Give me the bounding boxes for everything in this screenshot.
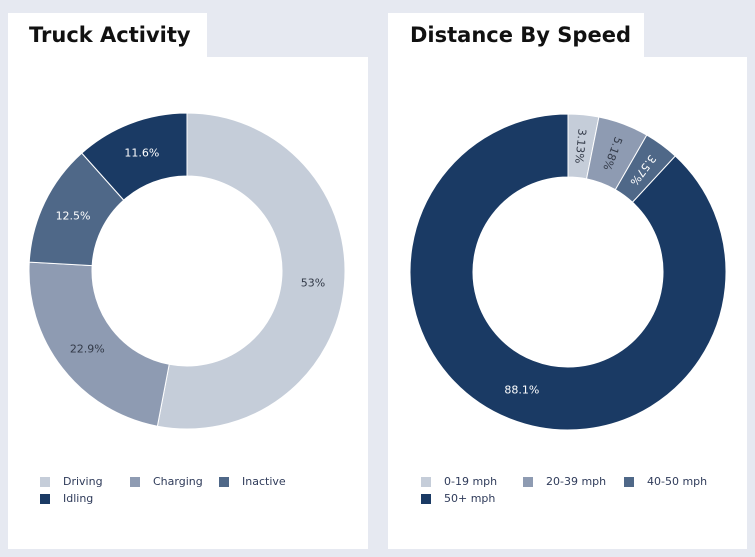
legend-swatch <box>421 476 431 487</box>
legend-item-inactive[interactable]: Inactive <box>219 475 286 488</box>
slice-driving[interactable] <box>156 112 346 430</box>
legend-label: Charging <box>153 475 203 488</box>
slice-charging[interactable] <box>28 261 170 427</box>
legend-swatch <box>40 476 50 487</box>
legend-label: Idling <box>63 492 94 505</box>
legend-item-charging[interactable]: Charging <box>130 475 203 488</box>
data-label: 88.1% <box>504 383 539 396</box>
data-label: 11.6% <box>124 146 159 159</box>
legend-item-driving[interactable]: Driving <box>40 475 103 488</box>
truck-activity-title: Truck Activity <box>8 13 207 57</box>
legend-label: Driving <box>63 475 103 488</box>
truck-activity-legend: Driving Charging Inactive Idling <box>40 475 360 515</box>
legend-label: 50+ mph <box>444 492 496 505</box>
legend-label: Inactive <box>242 475 286 488</box>
data-label: 22.9% <box>70 342 105 355</box>
legend-swatch <box>219 476 229 487</box>
slice-50-mph[interactable] <box>409 113 727 431</box>
distance-by-speed-slices: 3.13% 5.18% 3.57%88.1% <box>409 113 727 431</box>
legend-swatch <box>624 476 634 487</box>
legend-swatch <box>523 476 533 487</box>
slice-idling[interactable] <box>81 112 188 201</box>
truck-activity-slices: 53% 22.9% 12.5% 11.6% <box>28 112 346 430</box>
data-label: 53% <box>301 276 325 289</box>
distance-by-speed-title: Distance By Speed <box>388 13 644 57</box>
legend-item-50-plus-mph[interactable]: 50+ mph <box>421 492 495 505</box>
data-label: 12.5% <box>56 210 91 223</box>
legend-swatch <box>40 493 50 504</box>
legend-item-idling[interactable]: Idling <box>40 492 93 505</box>
data-label: 3.13% <box>572 128 588 164</box>
legend-label: 0-19 mph <box>444 475 498 488</box>
legend-item-40-50-mph[interactable]: 40-50 mph <box>624 475 707 488</box>
legend-swatch <box>130 476 140 487</box>
legend-item-0-19-mph[interactable]: 0-19 mph <box>421 475 497 488</box>
legend-label: 40-50 mph <box>647 475 708 488</box>
legend-label: 20-39 mph <box>546 475 607 488</box>
legend-item-20-39-mph[interactable]: 20-39 mph <box>523 475 606 488</box>
legend-swatch <box>421 493 431 504</box>
distance-by-speed-legend: 0-19 mph 20-39 mph 40-50 mph 50+ mph <box>421 475 741 515</box>
